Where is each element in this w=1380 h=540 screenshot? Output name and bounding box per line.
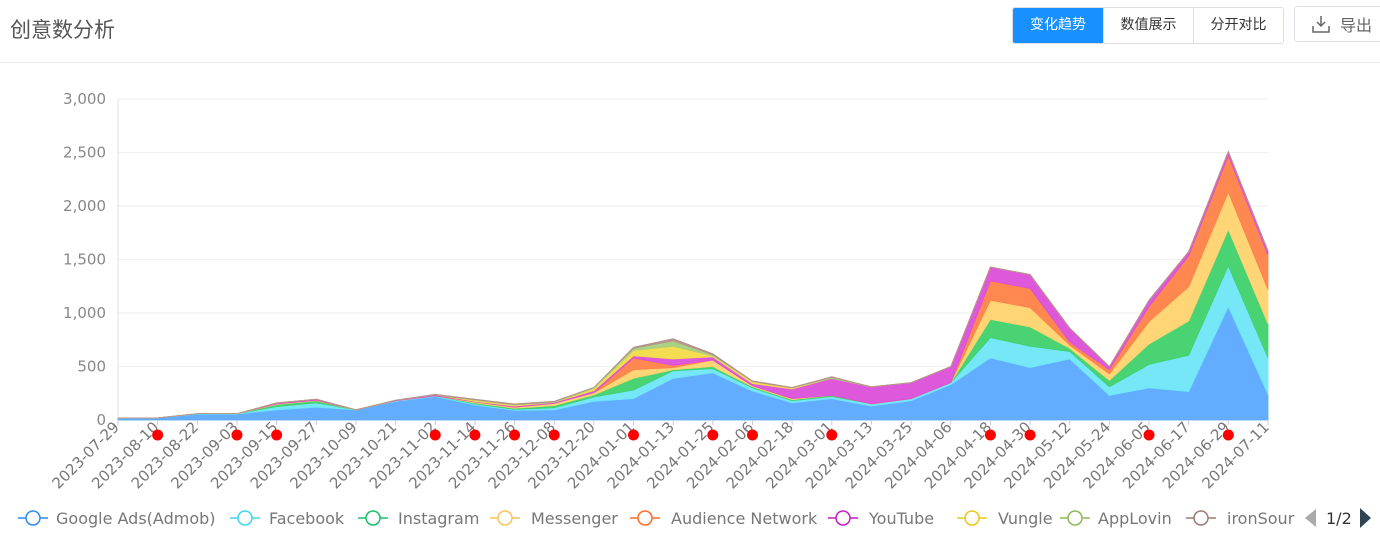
event-marker[interactable] bbox=[826, 429, 838, 441]
event-marker[interactable] bbox=[429, 429, 441, 441]
tab-compare[interactable]: 分开对比 bbox=[1193, 8, 1283, 43]
legend-label[interactable]: Instagram bbox=[398, 509, 479, 528]
view-toggle: 变化趋势 数值展示 分开对比 bbox=[1012, 7, 1284, 44]
legend-marker[interactable] bbox=[237, 510, 253, 526]
legend-marker[interactable] bbox=[25, 510, 41, 526]
legend-label[interactable]: Google Ads(Admob) bbox=[56, 509, 216, 528]
legend-label[interactable]: Facebook bbox=[269, 509, 345, 528]
legend-label[interactable]: Messenger bbox=[531, 509, 618, 528]
legend-label[interactable]: AppLovin bbox=[1098, 509, 1172, 528]
legend-marker[interactable] bbox=[1067, 510, 1083, 526]
page-title: 创意数分析 bbox=[10, 18, 115, 42]
event-marker[interactable] bbox=[746, 429, 758, 441]
export-button[interactable]: 导出 bbox=[1294, 6, 1380, 42]
event-marker[interactable] bbox=[152, 429, 164, 441]
event-marker[interactable] bbox=[984, 429, 996, 441]
tab-trend[interactable]: 变化趋势 bbox=[1013, 8, 1103, 43]
legend-marker[interactable] bbox=[497, 510, 513, 526]
event-marker[interactable] bbox=[1143, 429, 1155, 441]
legend-marker[interactable] bbox=[365, 510, 381, 526]
legend-label[interactable]: ironSour bbox=[1227, 509, 1295, 528]
event-marker[interactable] bbox=[469, 429, 481, 441]
legend-page-indicator: 1/2 bbox=[1326, 509, 1352, 528]
event-marker[interactable] bbox=[231, 429, 243, 441]
y-tick-label: 3,000 bbox=[63, 90, 106, 108]
legend-label[interactable]: Vungle bbox=[998, 509, 1053, 528]
event-marker[interactable] bbox=[548, 429, 560, 441]
y-tick-label: 2,500 bbox=[63, 144, 106, 162]
y-tick-label: 500 bbox=[77, 358, 106, 376]
legend-prev-icon[interactable] bbox=[1305, 509, 1316, 527]
area-ironsource bbox=[118, 150, 1269, 419]
event-marker[interactable] bbox=[271, 429, 283, 441]
legend-next-icon[interactable] bbox=[1360, 508, 1371, 528]
event-marker[interactable] bbox=[509, 429, 521, 441]
event-marker[interactable] bbox=[707, 429, 719, 441]
legend-label[interactable]: Audience Network bbox=[671, 509, 818, 528]
legend-label[interactable]: YouTube bbox=[868, 509, 934, 528]
y-tick-label: 0 bbox=[96, 411, 106, 429]
y-tick-label: 2,000 bbox=[63, 197, 106, 215]
header-divider bbox=[0, 62, 1380, 63]
y-tick-label: 1,500 bbox=[63, 251, 106, 269]
export-label: 导出 bbox=[1340, 16, 1373, 35]
y-tick-label: 1,000 bbox=[63, 304, 106, 322]
legend-marker[interactable] bbox=[637, 510, 653, 526]
download-icon bbox=[1312, 16, 1330, 33]
legend-marker[interactable] bbox=[964, 510, 980, 526]
event-marker[interactable] bbox=[1024, 429, 1036, 441]
legend-marker[interactable] bbox=[1193, 510, 1209, 526]
legend-marker[interactable] bbox=[835, 510, 851, 526]
event-marker[interactable] bbox=[628, 429, 640, 441]
tab-values[interactable]: 数值展示 bbox=[1103, 8, 1193, 43]
event-marker[interactable] bbox=[1222, 429, 1234, 441]
